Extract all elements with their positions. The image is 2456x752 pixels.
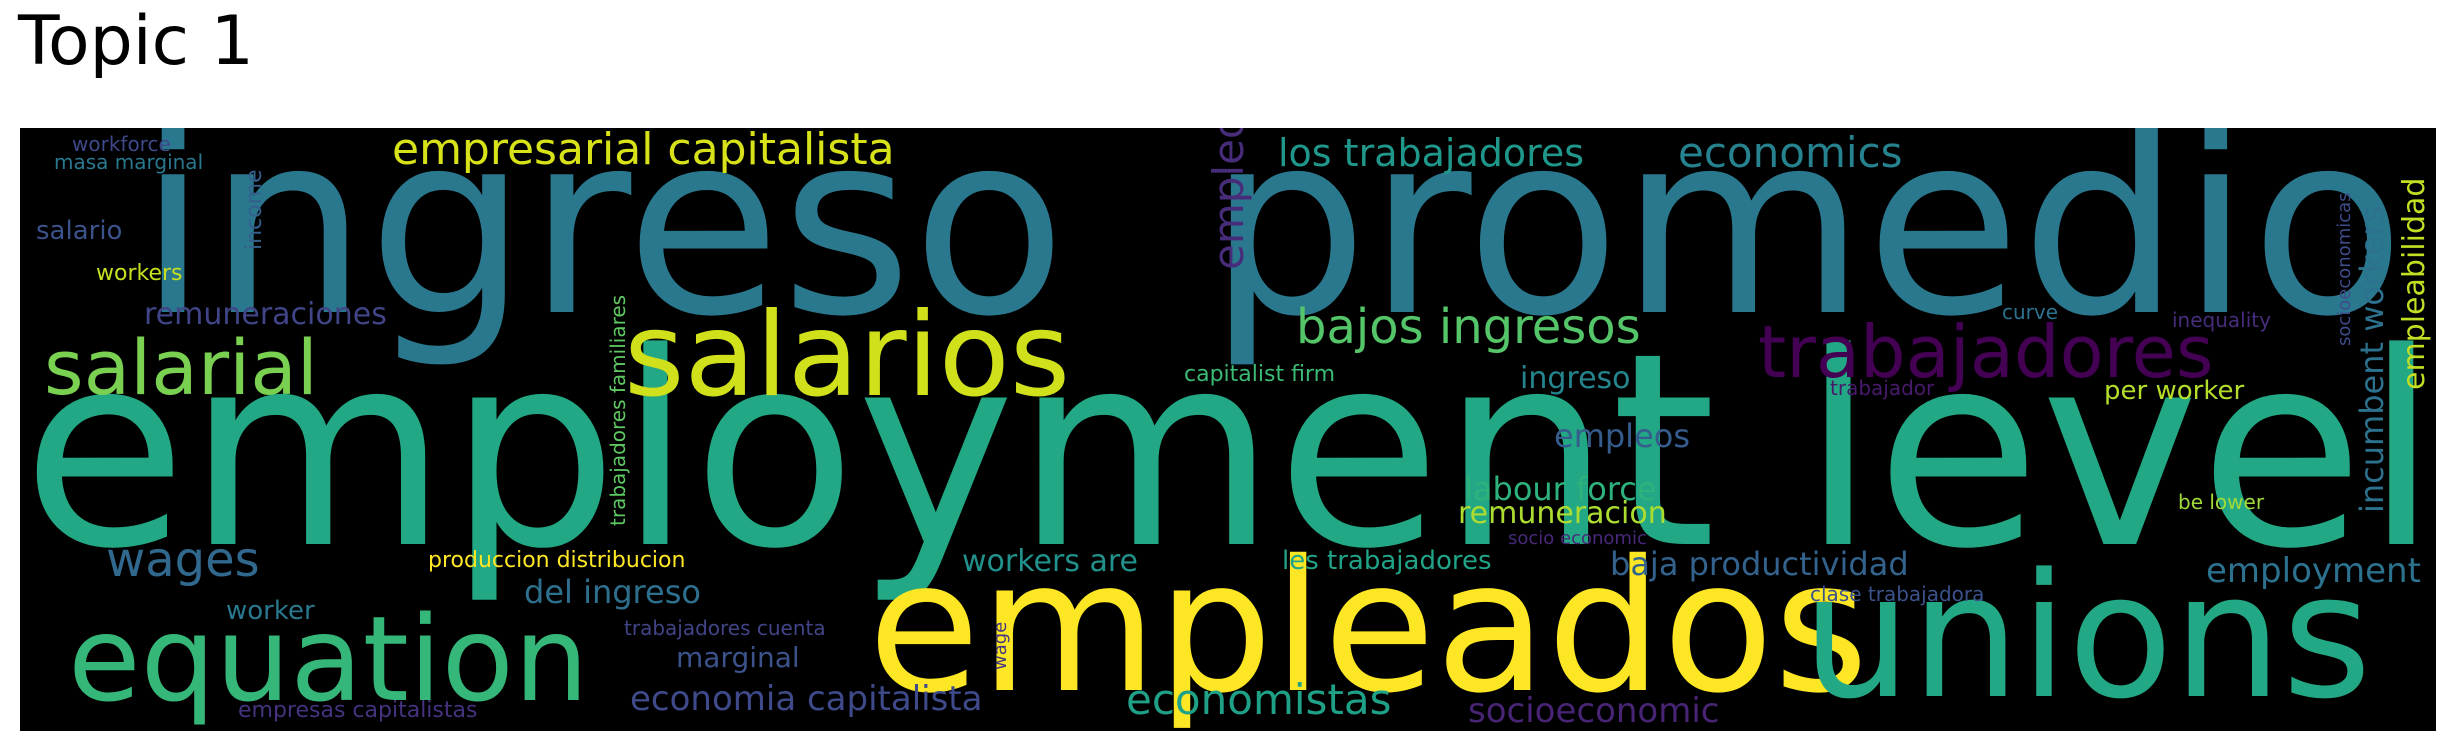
word-economia-capitalista: economia capitalista xyxy=(630,679,983,719)
word-socioeconomicas: socioeconomicas xyxy=(2334,192,2355,346)
word-empleo: empleo xyxy=(1204,128,1253,270)
word-empresarial-capitalista: empresarial capitalista xyxy=(392,128,895,175)
word-capitalist-firm: capitalist firm xyxy=(1184,362,1336,387)
word-incumbent-workers: incumbent workers xyxy=(2353,205,2391,513)
word-bajos-ingresos: bajos ingresos xyxy=(1296,299,1641,355)
chart-title: Topic 1 xyxy=(18,2,254,81)
word-remuneraciones: remuneraciones xyxy=(144,297,387,332)
word-remuneracion: remuneracion xyxy=(1458,496,1667,531)
word-economistas: economistas xyxy=(1126,675,1392,724)
word-ingreso: ingreso xyxy=(138,128,1067,372)
word-empleabilidad: empleabilidad xyxy=(2397,177,2432,390)
word-del-ingreso: del ingreso xyxy=(524,573,701,611)
word-wages: wages xyxy=(106,532,260,588)
word-economics: economics xyxy=(1678,128,1903,177)
word-salarial: salarial xyxy=(44,323,318,412)
word-workforce: workforce xyxy=(72,132,171,156)
word-curve: curve xyxy=(2002,300,2059,324)
word-salarios: salarios xyxy=(624,288,1071,423)
word-employment: employment xyxy=(2206,551,2421,591)
word-trabajador: trabajador xyxy=(1830,376,1935,400)
word-trabajadores-cuenta: trabajadores cuenta xyxy=(624,616,826,640)
word-trabajadores: trabajadores xyxy=(1758,310,2214,394)
word-unions: unions xyxy=(1802,536,2372,731)
word-be-lower: be lower xyxy=(2178,490,2265,514)
word-baja-productividad: baja productividad xyxy=(1610,545,1909,583)
word-clase-trabajadora: clase trabajadora xyxy=(1810,582,1985,606)
word-inequality: inequality xyxy=(2172,308,2271,332)
word-workers: workers xyxy=(96,261,183,286)
word-worker: worker xyxy=(226,596,315,626)
word-socio-economic: socio economic xyxy=(1508,528,1647,549)
word-socioeconomic: socioeconomic xyxy=(1468,691,1720,731)
word-masa-marginal: masa marginal xyxy=(54,150,204,174)
word-equation: equation xyxy=(68,590,589,728)
word-workers-are: workers are xyxy=(962,544,1139,579)
word-los-trabajadores: los trabajadores xyxy=(1278,131,1585,175)
word-empresas-capitalistas: empresas capitalistas xyxy=(238,698,478,723)
word-cloud: employment level ingreso promedio emplea… xyxy=(20,128,2436,731)
word-produccion-distribucion: produccion distribucion xyxy=(428,548,686,573)
word-marginal: marginal xyxy=(676,641,800,674)
word-empleados: empleados xyxy=(868,521,1869,731)
word-trabajadores-familiares: trabajadores familiares xyxy=(606,294,630,526)
word-wage: wage xyxy=(990,621,1011,670)
word-income: income xyxy=(242,169,267,250)
word-les-trabajadores: les trabajadores xyxy=(1282,546,1492,576)
word-per-worker: per worker xyxy=(2104,376,2245,406)
word-salario: salario xyxy=(36,216,123,246)
word-ingreso-small: ingreso xyxy=(1520,361,1631,396)
word-labour-force: labour force xyxy=(1464,470,1657,508)
word-promedio: promedio xyxy=(1208,128,2405,372)
word-empleos: empleos xyxy=(1554,417,1690,455)
word-employment-level: employment level xyxy=(22,296,2436,608)
